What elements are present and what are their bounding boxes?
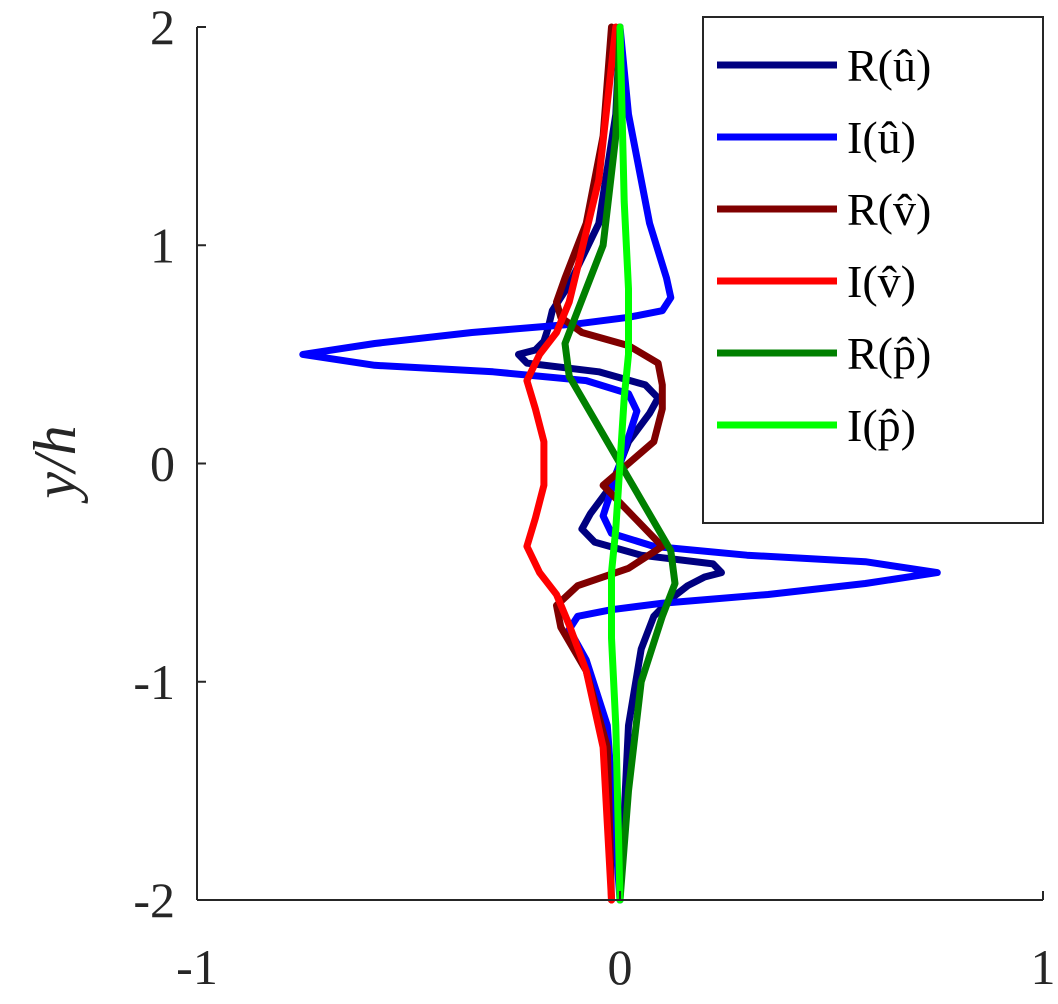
series-layer bbox=[299, 23, 941, 904]
y-tick-label: 0 bbox=[150, 436, 175, 492]
series-line-6 bbox=[608, 23, 632, 904]
legend-label: R(û) bbox=[847, 40, 931, 91]
legend-label: I(û) bbox=[847, 112, 916, 163]
series-line-4 bbox=[523, 23, 620, 904]
y-tick-label: 2 bbox=[150, 0, 175, 55]
legend: R(û) I(û) R(v̂) I(v̂) R(p̂) I(p̂) bbox=[702, 16, 1044, 524]
y-axis-label: y/h bbox=[22, 425, 88, 504]
y-tick-label: -1 bbox=[133, 654, 175, 710]
series-line-3 bbox=[553, 23, 666, 904]
legend-box bbox=[702, 16, 1044, 524]
y-tick-label: 1 bbox=[150, 217, 175, 273]
x-tick-label: -1 bbox=[176, 939, 218, 995]
x-tick-label: 0 bbox=[608, 939, 633, 995]
axes-layer bbox=[196, 26, 1044, 901]
x-tick-label: 1 bbox=[1031, 939, 1056, 995]
legend-label: R(p̂) bbox=[847, 328, 931, 379]
legend-label: I(v̂) bbox=[847, 256, 916, 307]
legend-label: R(v̂) bbox=[847, 184, 931, 235]
y-tick-label: -2 bbox=[133, 872, 175, 928]
legend-label: I(p̂) bbox=[847, 400, 916, 451]
